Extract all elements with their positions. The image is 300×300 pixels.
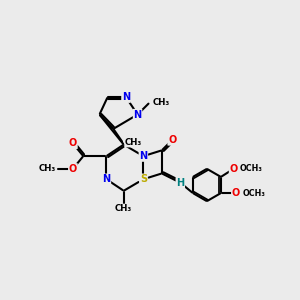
Text: CH₃: CH₃ (125, 138, 142, 147)
Text: O: O (168, 135, 176, 145)
Text: CH₃: CH₃ (115, 204, 132, 213)
Text: N: N (122, 92, 130, 102)
Text: O: O (69, 138, 77, 148)
Text: N: N (139, 151, 147, 161)
Text: H: H (176, 178, 184, 188)
Text: O: O (69, 164, 77, 174)
Text: O: O (232, 188, 240, 198)
Text: N: N (134, 110, 142, 119)
Text: CH₃: CH₃ (153, 98, 170, 107)
Text: N: N (102, 174, 110, 184)
Text: OCH₃: OCH₃ (240, 164, 263, 173)
Text: S: S (140, 174, 147, 184)
Text: OCH₃: OCH₃ (242, 189, 265, 198)
Text: O: O (230, 164, 238, 174)
Text: CH₃: CH₃ (38, 164, 56, 173)
